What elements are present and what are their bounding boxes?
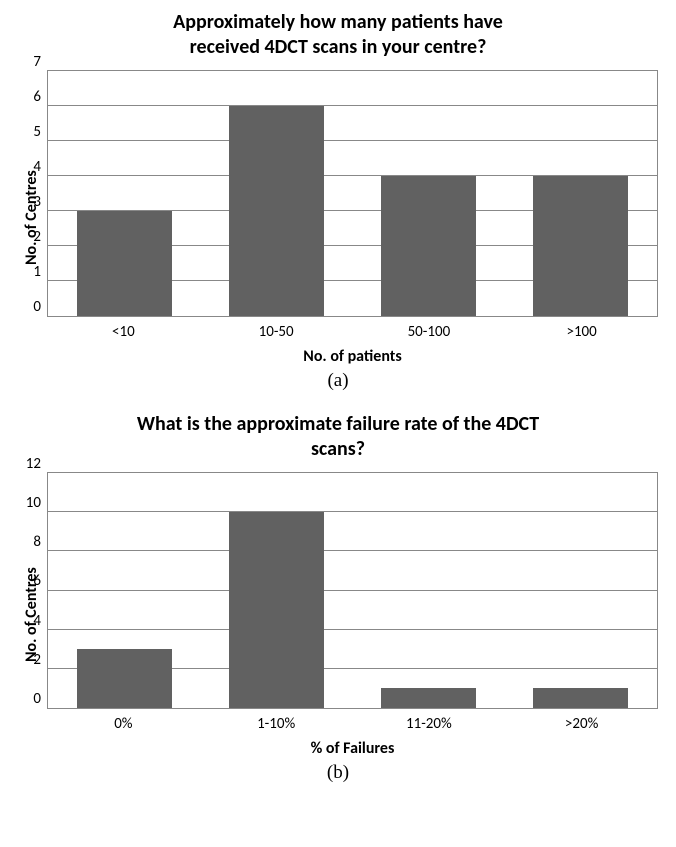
x-axis-ticks: <1010-5050-100>100 [47, 323, 658, 341]
x-axis-label: No. of patients [47, 347, 658, 366]
x-tick-label: <10 [47, 323, 200, 341]
bar [533, 688, 628, 708]
bar [381, 688, 476, 708]
chart-title-line2: scans? [18, 437, 658, 462]
x-tick-label: >20% [505, 715, 658, 733]
chart-body: No. of Centres76543210<1010-5050-100>100… [18, 70, 658, 366]
chart-0: Approximately how many patients haverece… [18, 10, 658, 392]
x-tick-label: 50-100 [353, 323, 506, 341]
bars-row [48, 473, 657, 708]
bar [77, 211, 172, 316]
subfigure-label: (b) [18, 762, 658, 784]
chart-title: Approximately how many patients haverece… [18, 10, 658, 60]
x-axis-ticks: 0%1-10%11-20%>20% [47, 715, 658, 733]
chart-1: What is the approximate failure rate of … [18, 412, 658, 784]
bars-row [48, 71, 657, 316]
bar [533, 176, 628, 316]
plot-wrapper: 0%1-10%11-20%>20% % of Failures [47, 472, 658, 758]
y-axis-label: No. of Centres [18, 70, 41, 366]
bar [229, 512, 324, 708]
plot-wrapper: <1010-5050-100>100 No. of patients [47, 70, 658, 366]
bar [229, 106, 324, 316]
x-tick-label: 11-20% [353, 715, 506, 733]
chart-title-line1: What is the approximate failure rate of … [18, 412, 658, 437]
plot-area [47, 472, 658, 709]
subfigure-label: (a) [18, 370, 658, 392]
plot-area [47, 70, 658, 317]
chart-title-line1: Approximately how many patients have [18, 10, 658, 35]
x-tick-label: >100 [505, 323, 658, 341]
x-tick-label: 0% [47, 715, 200, 733]
chart-title-line2: received 4DCT scans in your centre? [18, 35, 658, 60]
bar [381, 176, 476, 316]
bar [77, 649, 172, 708]
x-axis-label: % of Failures [47, 739, 658, 758]
chart-body: No. of Centres1210864200%1-10%11-20%>20%… [18, 472, 658, 758]
chart-title: What is the approximate failure rate of … [18, 412, 658, 462]
x-tick-label: 10-50 [200, 323, 353, 341]
x-tick-label: 1-10% [200, 715, 353, 733]
